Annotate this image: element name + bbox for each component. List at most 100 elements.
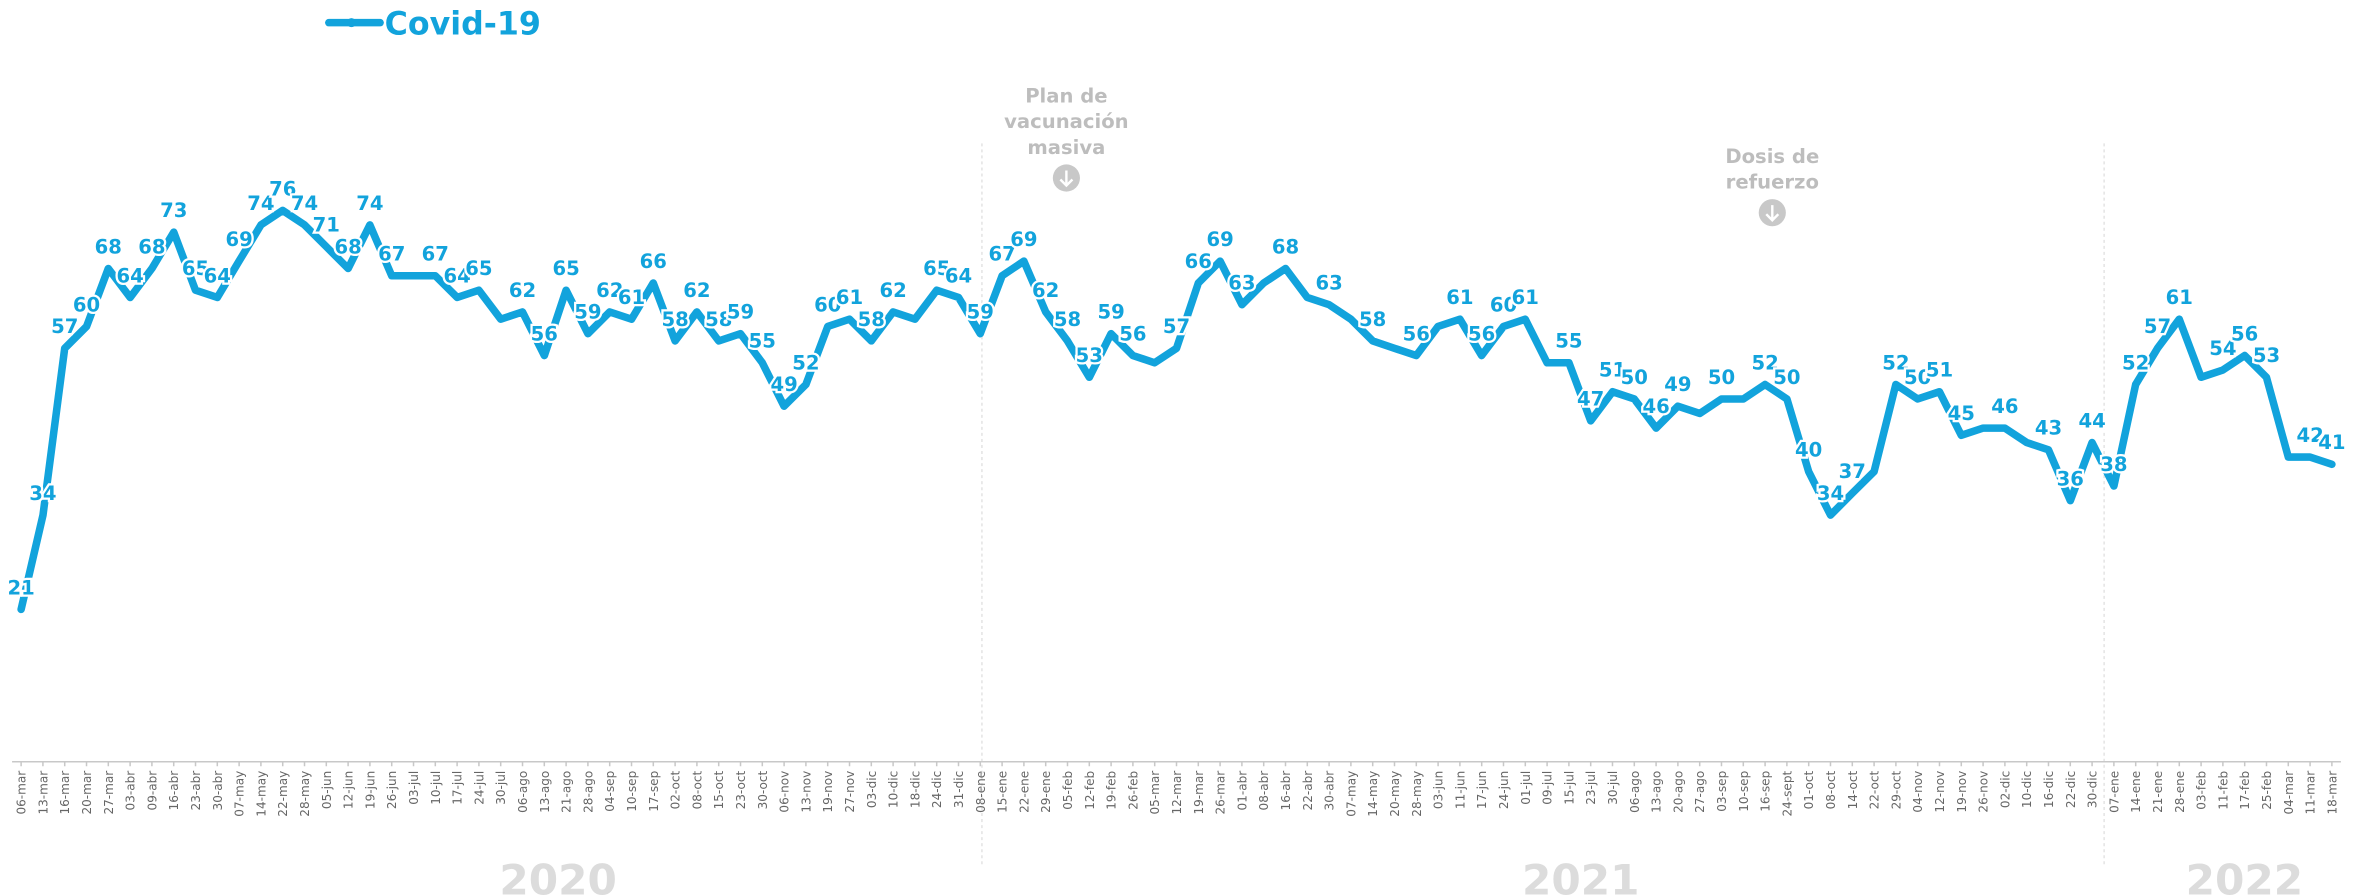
x-tick-label: 23-oct: [734, 771, 748, 810]
x-tick-label: 15-ene: [996, 771, 1010, 813]
data-label: 57: [1163, 315, 1190, 338]
data-label: 59: [967, 301, 994, 324]
x-tick-label: 19-mar: [1192, 771, 1206, 815]
data-label: 68: [334, 235, 361, 258]
x-tick-label: 16-abr: [1279, 771, 1293, 811]
data-label: 69: [1010, 228, 1037, 251]
x-tick-label: 03-feb: [2195, 771, 2209, 810]
x-tick-label: 07-may: [233, 771, 247, 817]
x-tick-label: 08-oct: [690, 771, 704, 810]
annotation: Plan de: [1025, 85, 1107, 108]
data-label: 69: [225, 228, 252, 251]
x-tick-label: 03-abr: [124, 771, 138, 811]
data-label: 64: [116, 264, 143, 287]
x-tick-label: 16-abr: [167, 771, 181, 811]
x-tick-label: 22-dic: [2064, 771, 2078, 808]
data-label: 46: [1642, 395, 1669, 418]
x-tick-label: 28-ago: [581, 771, 595, 813]
x-tick-label: 17-jul: [451, 771, 465, 805]
x-tick-label: 28-may: [298, 771, 312, 817]
x-tick-label: 16-dic: [2042, 771, 2056, 808]
x-tick-label: 12-feb: [1083, 771, 1097, 810]
data-label: 56: [1468, 322, 1495, 345]
x-tick-label: 27-ago: [1693, 771, 1707, 813]
x-tick-label: 07-ene: [2107, 771, 2121, 813]
x-tick-label: 19-jun: [363, 771, 377, 809]
data-label: 21: [7, 576, 34, 599]
x-tick-label: 03-jul: [407, 771, 421, 805]
data-label: 62: [509, 279, 536, 302]
x-tick-label: 22-oct: [1868, 771, 1882, 810]
x-tick-label: 03-jun: [1432, 771, 1446, 809]
data-label: 55: [1555, 330, 1582, 353]
data-label: 59: [727, 301, 754, 324]
data-label: 50: [1708, 366, 1735, 389]
data-label: 34: [1817, 482, 1844, 505]
legend-label: Covid-19: [385, 7, 541, 43]
data-label: 54: [2209, 337, 2236, 360]
data-label: 64: [443, 264, 470, 287]
x-tick-label: 06-nov: [778, 771, 792, 813]
x-tick-label: 04-nov: [1911, 771, 1925, 813]
data-label: 52: [792, 351, 819, 374]
data-label: 73: [160, 199, 187, 222]
data-label: 62: [683, 279, 710, 302]
x-tick-label: 26-mar: [1214, 771, 1228, 815]
data-label: 65: [465, 257, 492, 280]
x-tick-label: 13-nov: [799, 771, 813, 813]
data-label: 50: [1773, 366, 1800, 389]
x-tick-label: 24-dic: [930, 771, 944, 808]
x-tick-label: 12-mar: [1170, 771, 1184, 815]
x-tick-label: 22-ene: [1017, 771, 1031, 813]
data-label: 37: [1839, 460, 1866, 483]
x-tick-label: 06-mar: [15, 771, 29, 815]
data-label: 66: [1185, 250, 1212, 273]
annotation: masiva: [1027, 136, 1105, 159]
x-tick-label: 10-jul: [429, 771, 443, 805]
x-tick-label: 22-abr: [1301, 771, 1315, 811]
x-tick-label: 24-jun: [1497, 771, 1511, 809]
data-label: 56: [1403, 322, 1430, 345]
x-tick-label: 13-mar: [36, 771, 50, 815]
x-tick-label: 14-ene: [2129, 771, 2143, 813]
data-label: 59: [1097, 301, 1124, 324]
x-tick-label: 19-feb: [1105, 771, 1119, 810]
x-tick-label: 14-may: [1366, 771, 1380, 817]
x-tick-label: 13-ago: [538, 771, 552, 813]
data-label: 51: [1926, 359, 1953, 382]
x-tick-label: 24-jul: [472, 771, 486, 805]
data-label: 74: [247, 192, 274, 215]
x-tick-label: 04-mar: [2282, 771, 2296, 815]
data-label: 60: [1490, 293, 1517, 316]
annotation: Dosis de: [1725, 145, 1819, 168]
x-tick-label: 14-may: [254, 771, 268, 817]
x-tick-label: 21-ago: [560, 771, 574, 813]
x-tick-label: 09-jul: [1541, 771, 1555, 805]
x-tick-label: 17-jun: [1475, 771, 1489, 809]
x-tick-label: 27-mar: [102, 771, 116, 815]
x-tick-label: 20-ago: [1671, 771, 1685, 813]
data-label: 58: [858, 308, 885, 331]
x-tick-label: 23-abr: [189, 771, 203, 811]
x-tick-label: 03-dic: [865, 771, 879, 808]
x-tick-label: 24-sept: [1780, 771, 1794, 817]
x-tick-label: 10-sep: [1737, 771, 1751, 812]
data-label: 68: [1272, 235, 1299, 258]
x-tick-label: 30-oct: [756, 771, 770, 810]
x-tick-label: 10-dic: [2020, 771, 2034, 808]
data-label: 51: [1599, 359, 1626, 382]
x-tick-label: 10-dic: [887, 771, 901, 808]
data-label: 64: [204, 264, 231, 287]
data-label: 58: [1054, 308, 1081, 331]
x-tick-label: 12-jun: [342, 771, 356, 809]
year-label: 2022: [2186, 855, 2304, 896]
data-label: 68: [138, 235, 165, 258]
x-tick-label: 20-may: [1388, 771, 1402, 817]
data-label: 59: [574, 301, 601, 324]
x-tick-label: 11-feb: [2216, 771, 2230, 810]
x-tick-label: 17-feb: [2238, 771, 2252, 810]
data-label: 61: [618, 286, 645, 309]
x-tick-label: 17-sep: [647, 771, 661, 812]
x-tick-label: 15-jul: [1562, 771, 1576, 805]
data-label: 63: [1315, 272, 1342, 295]
